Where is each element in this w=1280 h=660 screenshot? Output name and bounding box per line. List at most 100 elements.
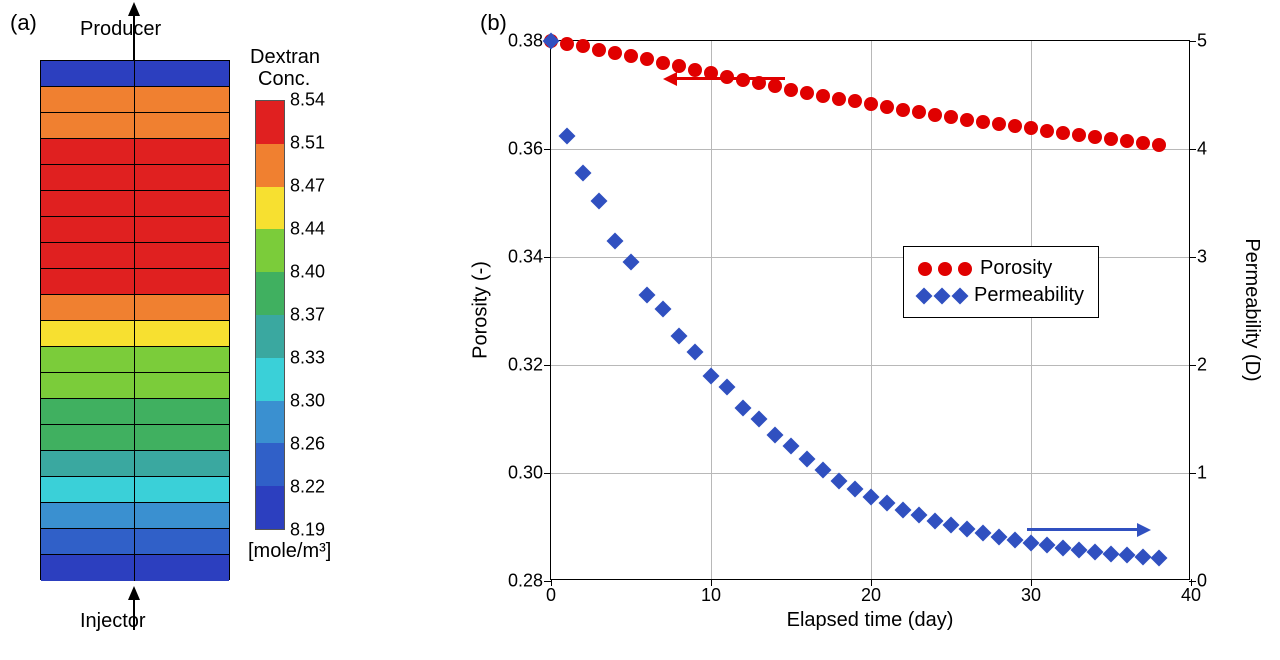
heatmap-cell [41,347,135,372]
heatmap-row [41,347,229,373]
heatmap-row [41,477,229,503]
tick-mark [1189,257,1196,258]
colorbar-segment [256,272,284,315]
porosity-point [1088,130,1102,144]
permeability-point [639,286,656,303]
porosity-point [1024,121,1038,135]
chart-area: Elapsed time (day) Porosity (-) Permeabi… [550,40,1190,580]
permeability-point [543,33,560,50]
porosity-point [896,103,910,117]
permeability-point [575,164,592,181]
porosity-point [1104,132,1118,146]
permeability-point [671,327,688,344]
heatmap-cell [135,165,229,190]
y-right-tick-label: 0 [1197,571,1207,592]
heatmap-cell [135,61,229,86]
circle-icon [958,262,972,276]
porosity-point [624,49,638,63]
heatmap-cell [41,191,135,216]
heatmap-cell [135,399,229,424]
indicator-arrow-line [1027,528,1137,531]
heatmap-row [41,243,229,269]
colorbar-segment [256,401,284,444]
colorbar-tick-label: 8.51 [290,133,325,154]
heatmap-row [41,217,229,243]
x-tick-label: 30 [1021,585,1041,606]
arrow-head-icon [663,72,677,86]
heatmap-cell [135,191,229,216]
permeability-point [1039,537,1056,554]
permeability-point [1087,543,1104,560]
permeability-point [943,516,960,533]
permeability-point [991,528,1008,545]
tick-mark [1189,365,1196,366]
tick-mark [544,365,551,366]
heatmap-cell [135,243,229,268]
heatmap-cell [41,503,135,528]
colorbar-unit: [mole/m³] [248,540,331,563]
permeability-point [1007,531,1024,548]
colorbar-segment [256,144,284,187]
heatmap-cell [41,217,135,242]
subplot-label-a: (a) [10,10,37,36]
porosity-point [912,105,926,119]
grid-line-h [551,473,1189,474]
permeability-point [831,472,848,489]
porosity-point [800,86,814,100]
porosity-point [864,97,878,111]
heatmap-cell [135,113,229,138]
permeability-point [815,461,832,478]
heatmap-cell [135,503,229,528]
permeability-point [1071,541,1088,558]
heatmap-row [41,139,229,165]
heatmap-cell [135,269,229,294]
heatmap-row [41,373,229,399]
permeability-point [767,427,784,444]
grid-line-h [551,149,1189,150]
grid-line-v [711,41,712,579]
colorbar-segment [256,187,284,230]
tick-mark [544,581,551,582]
porosity-point [784,83,798,97]
porosity-point [848,94,862,108]
heatmap-row [41,529,229,555]
permeability-point [783,438,800,455]
porosity-point [880,100,894,114]
subplot-label-b: (b) [480,10,507,36]
y-right-tick-label: 2 [1197,355,1207,376]
heatmap-cell [135,425,229,450]
heatmap-cell [135,373,229,398]
tick-mark [1189,149,1196,150]
porosity-point [992,117,1006,131]
colorbar-tick-label: 8.44 [290,219,325,240]
y-right-tick-label: 4 [1197,139,1207,160]
porosity-point [960,113,974,127]
tick-mark [544,257,551,258]
heatmap-cell [135,477,229,502]
permeability-point [1055,539,1072,556]
porosity-point [560,37,574,51]
legend-item: Porosity [918,255,1084,282]
permeability-point [911,507,928,524]
heatmap-row [41,295,229,321]
heatmap-cell [135,87,229,112]
heatmap-cell [41,269,135,294]
permeability-point [847,481,864,498]
y-left-tick-label: 0.32 [508,355,543,376]
grid-line-h [551,365,1189,366]
heatmap-cell [41,87,135,112]
permeability-point [1103,546,1120,563]
y-left-tick-label: 0.28 [508,571,543,592]
porosity-point [1040,124,1054,138]
heatmap-cell [41,373,135,398]
circle-icon [918,262,932,276]
heatmap-cell [41,425,135,450]
y-left-tick-label: 0.30 [508,463,543,484]
x-tick-label: 0 [546,585,556,606]
panel-b: (b) Elapsed time (day) Porosity (-) Perm… [460,10,1260,650]
colorbar [255,100,285,530]
porosity-point [1008,119,1022,133]
porosity-point [944,110,958,124]
y-right-tick-label: 1 [1197,463,1207,484]
colorbar-title-1: Dextran [250,46,320,69]
